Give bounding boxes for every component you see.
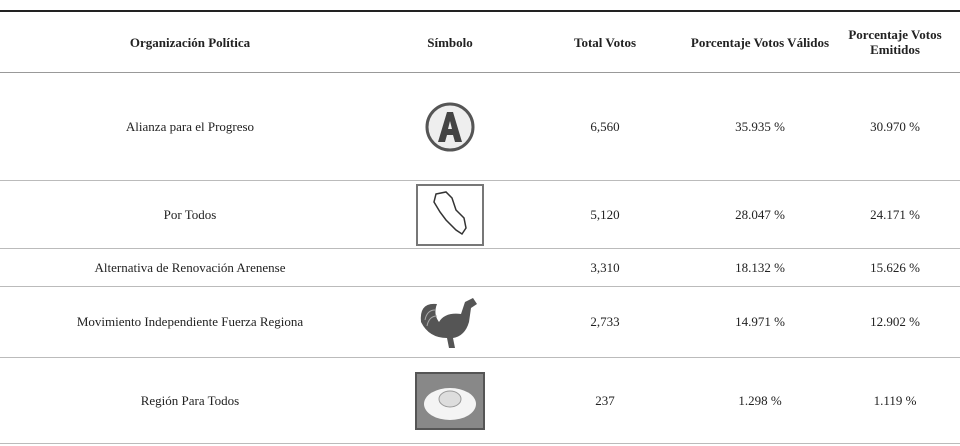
valid-percent: 28.047 % (690, 180, 830, 249)
symbol (380, 180, 520, 249)
emitted-percent: 15.626 % (830, 248, 960, 287)
total-votes: 6,560 (520, 72, 690, 181)
results-table: Organización Política Símbolo Total Voto… (0, 10, 960, 444)
emitted-percent: 30.970 % (830, 72, 960, 181)
valid-percent: 18.132 % (690, 248, 830, 287)
total-votes: 3,310 (520, 248, 690, 287)
row: Por Todos 5,120 28.047 % 24.171 % (0, 180, 960, 249)
emitted-percent: 12.902 % (830, 286, 960, 358)
party-name: Alternativa de Renovación Arenense (0, 248, 380, 287)
header-row: Organización Política Símbolo Total Voto… (0, 11, 960, 73)
header-cell: Porcentaje Votos Emitidos (830, 11, 960, 73)
symbol-icon (425, 102, 475, 151)
symbol (380, 248, 520, 287)
emitted-percent: 24.171 % (830, 180, 960, 249)
symbol (380, 357, 520, 444)
header-cell: Total Votos (520, 11, 690, 73)
party-name: Alianza para el Progreso (0, 72, 380, 181)
symbol-icon (420, 298, 477, 348)
row: Movimiento Independiente Fuerza Regiona … (0, 286, 960, 358)
total-votes: 2,733 (520, 286, 690, 358)
party-name: Movimiento Independiente Fuerza Regiona (0, 286, 380, 358)
header-cell: Símbolo (380, 11, 520, 73)
symbol-icon (415, 371, 485, 430)
symbol-icon (416, 183, 484, 246)
row: Alternativa de Renovación Arenense 3,310… (0, 248, 960, 287)
emitted-percent: 1.119 % (830, 357, 960, 444)
total-votes: 5,120 (520, 180, 690, 249)
row: Región Para Todos 237 1.298 % 1.119 % (0, 357, 960, 444)
total-votes: 237 (520, 357, 690, 444)
symbol (380, 286, 520, 358)
header-cell: Porcentaje Votos Válidos (690, 11, 830, 73)
party-name: Región Para Todos (0, 357, 380, 444)
valid-percent: 1.298 % (690, 357, 830, 444)
valid-percent: 35.935 % (690, 72, 830, 181)
symbol (380, 72, 520, 181)
header-cell: Organización Política (0, 11, 380, 73)
valid-percent: 14.971 % (690, 286, 830, 358)
party-name: Por Todos (0, 180, 380, 249)
row: Alianza para el Progreso 6,560 35.935 % … (0, 72, 960, 181)
